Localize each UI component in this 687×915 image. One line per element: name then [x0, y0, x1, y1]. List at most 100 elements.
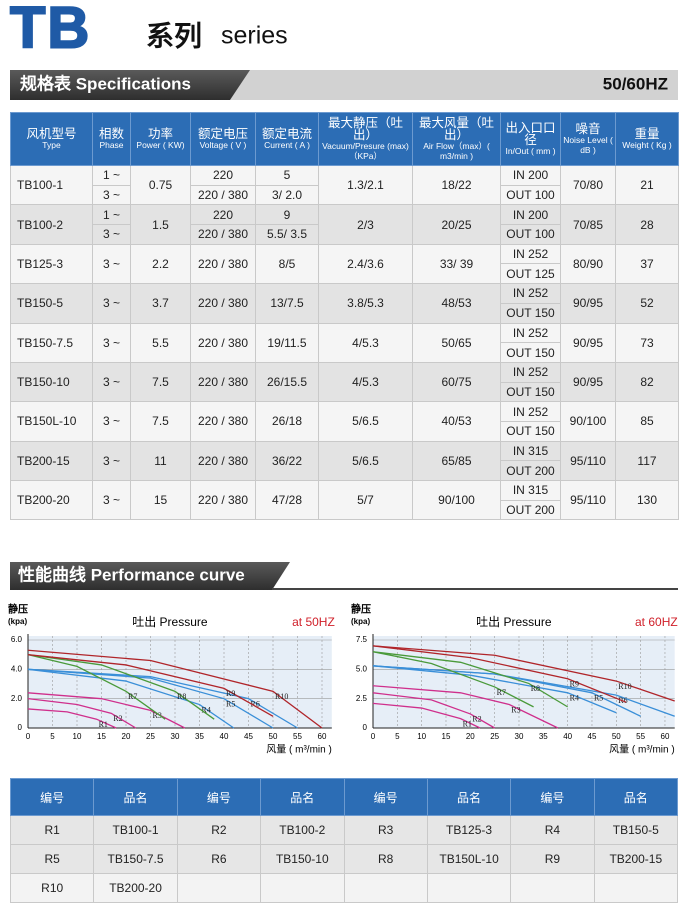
cell: 220 / 380 — [190, 440, 256, 482]
cell: 11 — [130, 440, 191, 482]
x-tick-label: 40 — [563, 732, 572, 741]
curve-label: R2 — [113, 714, 122, 723]
cell: IN 200 — [500, 204, 561, 226]
row: TB100-2 1 ~1.5 220 9 2/3 20/25 IN 200 70/85 28 — [10, 204, 679, 245]
column-cn: 功率 — [147, 127, 173, 141]
cell: OUT 150 — [500, 302, 561, 324]
cell: 4/5.3 — [318, 322, 413, 363]
chart-title: 吐出 Pressure — [132, 615, 208, 629]
x-tick-label: 45 — [588, 732, 597, 741]
cell: 3.8/5.3 — [318, 283, 413, 324]
cell: IN 252 — [500, 361, 561, 383]
cell: 82 — [615, 361, 679, 403]
column-header: 编号 — [510, 778, 595, 816]
row: TB200-15 3 ~11 220 / 380 36/22 5/6.5 65/85 IN … — [10, 440, 679, 482]
x-tick-label: 55 — [636, 732, 645, 741]
cell: 117 — [615, 440, 679, 482]
column-en: Weight ( Kg ) — [622, 140, 672, 150]
x-tick-label: 45 — [244, 732, 253, 741]
cell: 2.4/3.6 — [318, 243, 413, 285]
y-tick-label: 6.0 — [11, 635, 23, 644]
curve — [372, 645, 675, 702]
y-axis-title: 静压 — [8, 603, 28, 616]
cell: TB100-1 — [10, 164, 93, 206]
cell: 85 — [615, 401, 679, 442]
cell: 220 / 380 — [190, 243, 256, 285]
cell: 5.5 — [130, 322, 191, 363]
cell: TB200-20 — [10, 479, 93, 521]
cell: 9 — [255, 204, 319, 226]
chart: 静压(kpa) 吐出 Pressure at 50HZ 0 2.0 4.0 6.0 0 5 10 1… — [8, 603, 335, 756]
curve-label: R8 — [531, 684, 540, 693]
cell: IN 252 — [500, 322, 561, 344]
y-axis-unit: (kpa) — [8, 617, 27, 626]
x-tick-label: 60 — [318, 732, 327, 741]
cell: IN 252 — [500, 243, 561, 265]
cell: TB125-3 — [426, 815, 512, 845]
column-header: 品名 — [593, 778, 679, 816]
column-en: In/Out ( mm ) — [505, 146, 556, 156]
cell: 4/5.3 — [318, 361, 413, 403]
curve-label: R8 — [177, 692, 186, 701]
cell — [426, 873, 512, 903]
curve — [27, 668, 274, 729]
y-axis-unit: (kpa) — [351, 617, 370, 626]
cell: 7.5 — [130, 361, 191, 403]
x-tick-label: 5 — [395, 732, 400, 741]
y-tick-label: 2.0 — [11, 694, 23, 703]
column-cn: 风机型号 — [26, 127, 77, 141]
cell: TB125-3 — [10, 243, 93, 285]
cell: R8 — [343, 844, 428, 874]
curve-label: R1 — [463, 719, 472, 728]
curve-label: R10 — [275, 692, 288, 701]
spec-title-bar: 规格表 Specifications 50/60HZ — [10, 70, 678, 100]
cell: 47/28 — [255, 479, 319, 521]
curve — [27, 654, 274, 717]
column-cn: 重量 — [634, 127, 660, 141]
chart-freq: at 60HZ — [635, 615, 678, 629]
x-tick-label: 10 — [417, 732, 426, 741]
row: TB150L-10 3 ~7.5 220 / 380 26/18 5/6.5 40/53 I… — [10, 401, 679, 442]
cell: 3 ~ — [92, 243, 131, 285]
cell: 3 ~ — [92, 322, 131, 363]
cell: 52 — [615, 283, 679, 324]
header-row: 编号 品名 编号 品名 编号 品名 编号 品名 — [9, 778, 679, 816]
row: TB125-3 3 ~2.2 220 / 380 8/5 2.4/3.6 33/ 39 IN… — [10, 243, 679, 285]
cell: R2 — [176, 815, 262, 845]
curve-label: R10 — [618, 682, 631, 691]
x-tick-label: 55 — [293, 732, 302, 741]
cell: 19/11.5 — [255, 322, 319, 363]
curve — [27, 668, 235, 729]
cell: R10 — [9, 873, 95, 903]
column-en: Air Flow（max）( m3/min ) — [423, 141, 490, 161]
column-cn: 出入口口径 — [505, 121, 556, 147]
column-cn: 额定电流 — [261, 127, 312, 141]
cell: 37 — [615, 243, 679, 285]
cell — [176, 873, 262, 903]
cell: OUT 100 — [500, 224, 561, 245]
cell: 70/85 — [560, 204, 616, 245]
cell: 3 ~ — [92, 479, 131, 521]
curve-label: R3 — [511, 705, 520, 714]
cell: 5/6.5 — [318, 401, 413, 442]
x-axis-title: 风量 ( m³/min ) — [266, 744, 332, 756]
spec-title: 规格表 Specifications — [20, 73, 191, 93]
bar-dark — [10, 70, 250, 100]
cell: 20/25 — [412, 204, 501, 245]
row: R5 TB150-7.5 R6 TB150-10 R8 TB150L-10 R9 TB200-… — [9, 844, 679, 874]
cell: TB150L-10 — [426, 844, 512, 874]
curve — [27, 654, 166, 720]
x-tick-label: 40 — [220, 732, 229, 741]
cell: 90/100 — [412, 479, 501, 521]
row: TB150-10 3 ~7.5 220 / 380 26/15.5 4/5.3 60/75… — [10, 361, 679, 403]
y-tick-label: 0 — [18, 723, 23, 732]
cell: OUT 150 — [500, 420, 561, 442]
cell: 26/15.5 — [255, 361, 319, 403]
cell: OUT 150 — [500, 342, 561, 363]
cell: 70/80 — [560, 164, 616, 206]
bar-dark — [10, 562, 290, 590]
cell — [510, 873, 595, 903]
cell: 90/95 — [560, 322, 616, 363]
cell: R9 — [510, 844, 595, 874]
